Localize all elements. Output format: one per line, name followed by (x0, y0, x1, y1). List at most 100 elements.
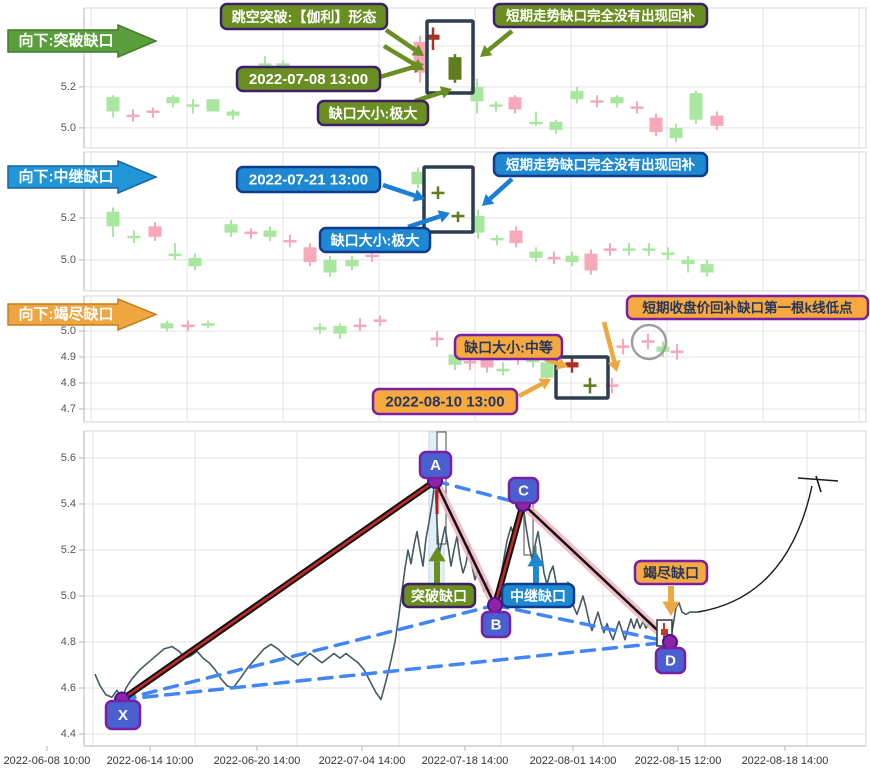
candle-body (583, 384, 597, 387)
y-axis-label: 5.2 (61, 81, 76, 93)
gap-marker-label[interactable]: 中继缺口 (500, 582, 576, 609)
panel-title-text: 向下:竭尽缺口 (19, 305, 114, 323)
candle (323, 255, 337, 277)
keypoint-marker-B[interactable] (487, 597, 503, 614)
candle (345, 255, 359, 271)
candle (700, 259, 714, 277)
candle (622, 243, 636, 256)
gap-highlight-box[interactable] (554, 355, 610, 400)
line-panel: 5.6 5.4 5.2 5.0 4.8 4.6 4.4 2022-06-08 10:00 202… (4, 430, 867, 767)
annotation-arrow-icon (482, 177, 514, 206)
gap-highlight-box[interactable] (425, 19, 475, 95)
annotation-label[interactable]: 缺口大小:极大 (318, 226, 432, 254)
candle-body (126, 114, 140, 118)
candle-body (431, 191, 445, 195)
candle-body (106, 211, 120, 227)
candle-body (480, 359, 494, 368)
candle-body (496, 368, 510, 372)
candle (373, 315, 387, 326)
gap-marker-arrow-icon (428, 547, 446, 583)
gap-marker-label[interactable]: 突破缺口 (401, 582, 477, 609)
candle (642, 243, 656, 256)
candle-body (463, 360, 477, 364)
candle-body (146, 110, 160, 113)
candle-body (448, 57, 462, 80)
candle (584, 249, 598, 275)
candle (206, 99, 220, 112)
candle-body (206, 99, 220, 112)
annotation-label[interactable]: 缺口大小:极大 (316, 99, 430, 127)
candle-body (276, 63, 290, 66)
annotation-label[interactable]: 2022-08-10 13:00 (371, 387, 519, 416)
candle (681, 255, 695, 273)
annotation-label-text: 2022-07-08 13:00 (249, 71, 368, 88)
panel-title-text: 向下:突破缺口 (19, 32, 114, 50)
candle-body (373, 319, 387, 322)
annotation-label[interactable]: 短期收盘价回补缺口第一根k线低点 (625, 294, 870, 321)
candle-body (244, 231, 258, 235)
y-axis-label: 5.2 (61, 544, 76, 556)
candle-body (669, 127, 683, 139)
candle (590, 95, 604, 108)
annotation-label[interactable]: 2022-07-08 13:00 (235, 65, 382, 93)
gap-highlight-box[interactable] (422, 165, 475, 234)
candle-body (710, 115, 724, 126)
swing-red-core-line (493, 503, 525, 606)
candle (353, 318, 367, 332)
dashed-trendline (120, 603, 497, 702)
gap-marker-arrow-icon (662, 586, 680, 616)
y-axis-label: 5.6 (61, 452, 76, 464)
candle-body (188, 257, 202, 267)
annotation-label[interactable]: 跳空突破:【伽利】形态 (219, 2, 389, 31)
y-axis-label: 4.4 (61, 728, 76, 740)
annotation-label[interactable]: 缺口大小:中等 (453, 333, 564, 361)
candle (610, 95, 624, 108)
candle-body (616, 345, 630, 348)
candle (656, 341, 670, 358)
annotation-label-text: 缺口大小:极大 (331, 233, 420, 249)
annotation-arrow-icon (480, 29, 514, 57)
candle (670, 344, 684, 360)
keypoint-badge-B[interactable]: B (480, 610, 512, 639)
candle-body (590, 100, 604, 103)
annotation-label-box (625, 294, 870, 321)
candle-body (509, 230, 523, 244)
candle (529, 247, 543, 263)
y-axis-label: 5.0 (61, 325, 76, 337)
annotation-label-text: 2022-08-10 13:00 (385, 394, 504, 411)
keypoint-badge-text: D (665, 653, 676, 670)
candle-body (313, 327, 327, 330)
annotation-label[interactable]: 短期走势缺口完全没有出现回补 (492, 2, 709, 29)
candle-body (127, 235, 141, 239)
candle-body (226, 111, 240, 116)
candle-body (681, 259, 695, 265)
annotation-label[interactable]: 2022-07-21 13:00 (235, 165, 382, 194)
panel-title-arrow: 向下:突破缺口 (7, 23, 158, 59)
annotation-label[interactable]: 短期走势缺口完全没有出现回补 (492, 151, 709, 178)
annotation-label-text: 突破缺口 (411, 588, 467, 604)
keypoint-badge-C[interactable]: C (507, 476, 540, 505)
candle-body (365, 254, 379, 258)
annotation-arrow-icon (407, 210, 450, 230)
annotation-label-text: 短期收盘价回补缺口第一根k线低点 (642, 300, 853, 316)
candle (549, 119, 563, 135)
candle (106, 95, 120, 118)
x-axis-label: 2022-08-01 14:00 (530, 755, 617, 767)
keypoint-badge-A[interactable]: A (418, 450, 453, 480)
fill-point-highlight-circle[interactable] (630, 323, 668, 361)
x-axis-label: 2022-07-18 14:00 (422, 755, 509, 767)
candle-body (160, 323, 174, 329)
gap-marker-label[interactable]: 竭尽缺口 (633, 559, 709, 586)
keypoint-badge-D[interactable]: D (654, 646, 687, 675)
candle (710, 111, 724, 130)
candle (127, 230, 141, 244)
candle-body (649, 117, 663, 133)
candle-body (656, 346, 670, 352)
candle-body (603, 248, 617, 251)
keypoint-badge-X[interactable]: X (104, 699, 142, 731)
candle-body (333, 325, 347, 334)
dashed-trendline (120, 640, 672, 702)
candle (689, 91, 703, 124)
